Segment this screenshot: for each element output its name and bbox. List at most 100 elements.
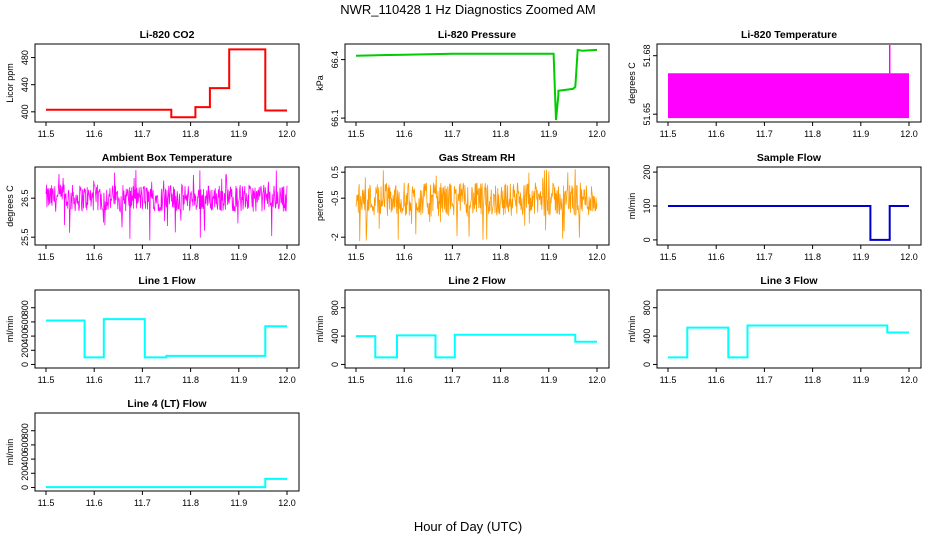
y-tick-label: 400: [642, 329, 652, 344]
figure-title: NWR_110428 1 Hz Diagnostics Zoomed AM: [340, 2, 596, 17]
y-tick-label: 0: [20, 485, 30, 490]
y-tick-label: 200: [20, 343, 30, 358]
y-tick-label: -2: [330, 233, 340, 241]
plot-frame: [344, 289, 610, 369]
x-tick-label: 11.5: [660, 252, 677, 262]
x-tick-label: 11.7: [134, 375, 151, 385]
x-tick-label: 12.0: [278, 252, 296, 262]
y-tick-label: 400: [20, 104, 30, 119]
series-line: [46, 477, 287, 489]
x-tick-label: 11.7: [444, 252, 461, 262]
x-tick-label: 11.8: [182, 252, 199, 262]
x-tick-label: 11.8: [182, 129, 199, 139]
series-line: [45, 169, 288, 241]
panels-group: Li-820 CO2 11.5 11.6 11.7 11.8 11.9 12.0 400 440…: [5, 29, 922, 508]
plot-frame: [34, 43, 300, 123]
x-tick-label: 12.0: [588, 252, 606, 262]
y-tick-label: 0: [642, 237, 652, 242]
panel-title: Line 1 Flow: [138, 275, 196, 287]
y-tick-label: -0.5: [330, 190, 340, 206]
x-tick-label: 11.9: [230, 498, 247, 508]
chart-panel-9: Line 3 Flow 11.5 11.6 11.7 11.8 11.9 12.0 0 400 8…: [627, 275, 922, 385]
y-tick-label: 440: [20, 77, 30, 92]
chart-panel-1: Li-820 CO2 11.5 11.6 11.7 11.8 11.9 12.0 400 440…: [5, 29, 300, 139]
x-tick-label: 11.9: [852, 129, 869, 139]
x-tick-label: 11.8: [492, 129, 509, 139]
y-tick-label: 800: [20, 423, 30, 438]
y-tick-label: 25.5: [20, 228, 30, 246]
x-tick-label: 11.5: [348, 129, 365, 139]
y-axis-label: degrees C: [627, 62, 637, 104]
y-tick-label: 0: [330, 362, 340, 367]
x-tick-label: 11.5: [38, 498, 55, 508]
panel-title: Ambient Box Temperature: [102, 152, 233, 164]
series-group: [355, 48, 598, 121]
y-tick-label: 51.68: [642, 44, 652, 67]
y-tick-label: 800: [20, 300, 30, 315]
panel-title: Line 4 (LT) Flow: [127, 398, 207, 410]
series-line: [46, 318, 287, 359]
x-tick-label: 11.8: [182, 375, 199, 385]
x-tick-label: 11.6: [396, 375, 413, 385]
series-group: [45, 169, 288, 241]
series-line: [46, 48, 287, 119]
panel-title: Line 2 Flow: [448, 275, 506, 287]
y-tick-label: 0.5: [330, 166, 340, 179]
x-tick-label: 12.0: [900, 375, 918, 385]
x-tick-label: 11.6: [708, 129, 725, 139]
plot-frame: [344, 166, 610, 246]
panel-title: Line 3 Flow: [760, 275, 818, 287]
y-tick-label: 200: [20, 466, 30, 481]
x-tick-label: 11.5: [38, 375, 55, 385]
panel-title: Gas Stream RH: [439, 152, 515, 164]
x-tick-label: 11.9: [230, 129, 247, 139]
x-tick-label: 11.9: [540, 252, 557, 262]
y-tick-label: 0: [20, 362, 30, 367]
x-tick-label: 11.5: [660, 375, 677, 385]
plot-frame: [344, 43, 610, 123]
x-tick-label: 11.6: [396, 129, 413, 139]
x-tick-label: 11.9: [852, 252, 869, 262]
y-tick-label: 51.65: [642, 103, 652, 126]
x-tick-label: 11.6: [86, 129, 103, 139]
chart-panel-2: Li-820 Pressure 11.5 11.6 11.7 11.8 11.9 12.0 6…: [315, 29, 610, 139]
x-tick-label: 12.0: [900, 129, 918, 139]
x-tick-label: 11.6: [86, 375, 103, 385]
y-axis-label: Licor ppm: [5, 63, 15, 103]
x-tick-label: 11.7: [134, 129, 151, 139]
y-tick-label: 600: [20, 437, 30, 452]
x-tick-label: 11.9: [852, 375, 869, 385]
y-tick-label: 600: [20, 314, 30, 329]
chart-panel-6: Sample Flow 11.5 11.6 11.7 11.8 11.9 12.0 0 100 2…: [627, 152, 922, 262]
y-tick-label: 100: [642, 198, 652, 213]
chart-panel-4: Ambient Box Temperature 11.5 11.6 11.7 11.8 1…: [5, 152, 300, 262]
series-group: [668, 324, 909, 359]
x-tick-label: 11.6: [708, 252, 725, 262]
series-line: [355, 48, 598, 121]
chart-panel-5: Gas Stream RH 11.5 11.6 11.7 11.8 11.9 12.0 -2 -…: [315, 152, 610, 262]
x-tick-label: 12.0: [278, 375, 296, 385]
y-tick-label: 0: [642, 362, 652, 367]
y-tick-label: 480: [20, 50, 30, 65]
x-tick-label: 11.8: [182, 498, 199, 508]
series-line: [668, 324, 909, 359]
panel-title: Li-820 CO2: [140, 29, 195, 41]
chart-panel-8: Line 2 Flow 11.5 11.6 11.7 11.8 11.9 12.0 0 400 8…: [315, 275, 610, 385]
plot-frame: [34, 412, 300, 492]
x-tick-label: 11.7: [444, 375, 461, 385]
x-tick-label: 12.0: [278, 129, 296, 139]
chart-panel-3: Li-820 Temperature 11.5 11.6 11.7 11.8 11.9 12…: [627, 29, 922, 139]
x-tick-label: 11.7: [134, 498, 151, 508]
y-tick-label: 400: [330, 329, 340, 344]
series-line: [668, 205, 909, 241]
series-line: [355, 169, 598, 242]
x-tick-label: 12.0: [588, 129, 606, 139]
y-axis-label: ml/min: [627, 316, 637, 343]
x-tick-label: 11.8: [492, 375, 509, 385]
y-tick-label: 800: [330, 300, 340, 315]
x-tick-label: 11.9: [230, 375, 247, 385]
plot-frame: [34, 166, 300, 246]
x-tick-label: 11.6: [86, 498, 103, 508]
